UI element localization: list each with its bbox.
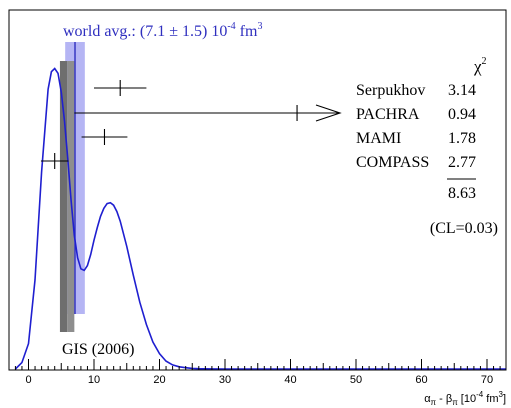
x-tick-label: 50 [350,374,362,386]
chi2-header: χ2 [473,56,487,76]
world-average-label: world avg.: (7.1 ± 1.5) 10-4 fm3 [63,21,262,40]
chi2-value-pachra: 0.94 [448,106,476,123]
gis-label: GIS (2006) [62,341,134,358]
experiment-name-mami: MAMI [356,130,401,147]
x-tick-label: 20 [153,374,165,386]
x-tick-label: 0 [25,374,31,386]
experiment-name-compass: COMPASS [356,154,429,171]
cl-label: (CL=0.03) [430,220,498,237]
probability-curve [14,67,506,370]
bands-layer [59,42,85,332]
gis-band-dark [59,61,68,332]
x-tick-label: 60 [415,374,427,386]
measurements-layer [40,80,342,169]
chi2-value-mami: 1.78 [448,130,476,147]
chi2-total: 8.63 [448,185,476,202]
experiment-name-pachra: PACHRA [356,106,420,123]
x-tick-label: 70 [481,374,493,386]
curve-layer [14,67,506,370]
x-tick-label: 10 [88,374,100,386]
chi2-value-compass: 2.77 [448,154,476,171]
x-tick-label: 30 [219,374,231,386]
x-axis-label: απ - βπ [10-4 fm3] [424,390,506,407]
chi2-table: Serpukhov 3.14 PACHRA 0.94 MAMI 1.78 COMPASS 2.… [356,82,476,171]
arrow-head-pachra [315,104,342,122]
experiment-name-serpukhov: Serpukhov [356,82,425,99]
x-tick-label: 40 [284,374,296,386]
x-axis: 0 10 20 30 40 50 60 70 [14,359,501,386]
chi2-value-serpukhov: 3.14 [448,82,476,99]
